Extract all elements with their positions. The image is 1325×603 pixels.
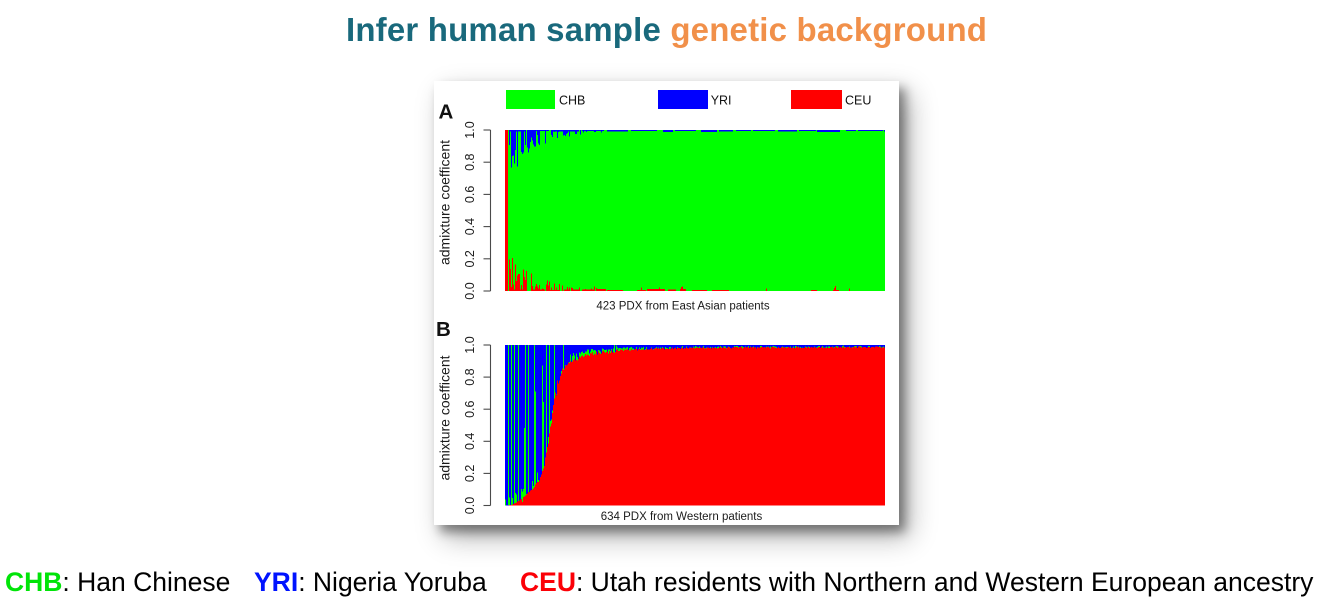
svg-text:A: A [439,101,454,124]
svg-text:0.8: 0.8 [463,153,477,170]
svg-text:0.4: 0.4 [463,218,477,235]
svg-text:0.2: 0.2 [463,250,477,267]
svg-text:1.0: 1.0 [463,121,477,138]
svg-text:YRI: YRI [711,93,732,107]
svg-text:423 PDX from East Asian patien: 423 PDX from East Asian patients [596,301,769,313]
svg-text:1.0: 1.0 [463,336,477,353]
svg-text:0.2: 0.2 [463,465,477,482]
svg-text:0.0: 0.0 [463,497,477,514]
svg-text:0.4: 0.4 [463,433,477,450]
svg-text:admixture coefficent: admixture coefficent [437,140,453,265]
svg-text:CHB: CHB [559,93,585,107]
svg-text:634 PDX from Western patients: 634 PDX from Western patients [601,511,763,523]
svg-text:0.0: 0.0 [463,282,477,299]
svg-text:CEU: CEU [845,93,871,107]
svg-text:B: B [436,318,451,341]
svg-text:0.6: 0.6 [463,186,477,203]
svg-text:admixture coefficent: admixture coefficent [437,355,453,480]
svg-text:0.8: 0.8 [463,368,477,385]
svg-text:0.6: 0.6 [463,400,477,417]
